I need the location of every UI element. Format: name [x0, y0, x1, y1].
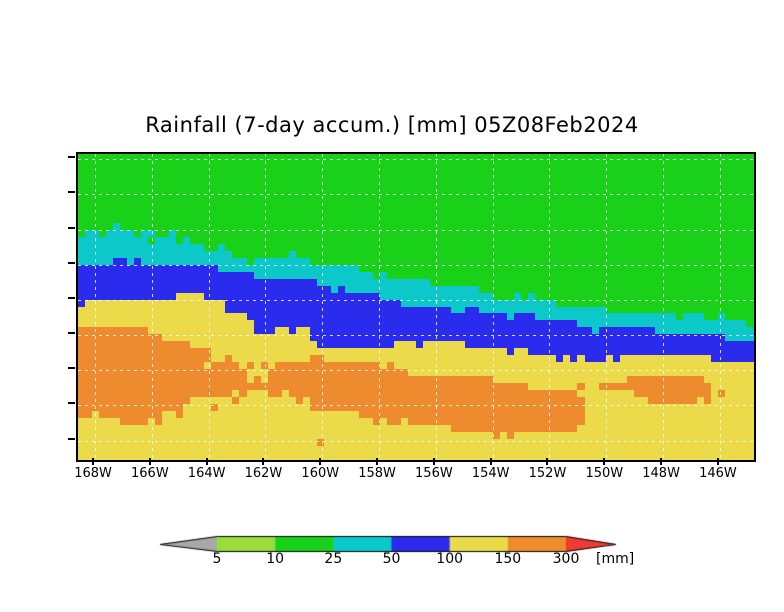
x-axis-tick — [546, 458, 549, 465]
y-axis-tick — [68, 402, 75, 405]
x-axis-label-150W: 150W — [585, 466, 624, 481]
x-axis-label-160W: 160W — [301, 466, 340, 481]
y-axis-tick — [68, 191, 75, 194]
x-axis-tick — [376, 458, 379, 465]
colorbar-tick-50: 50 — [382, 551, 401, 567]
x-axis-label-168W: 168W — [74, 466, 112, 481]
x-axis-label-164W: 164W — [187, 466, 226, 481]
x-axis-tick — [148, 458, 151, 465]
y-axis-tick — [68, 332, 75, 335]
y-axis-tick — [68, 367, 75, 370]
x-axis-label-158W: 158W — [358, 466, 396, 481]
x-axis-tick — [716, 458, 719, 465]
colorbar-tick-150: 150 — [494, 551, 522, 567]
x-axis-label-162W: 162W — [244, 466, 283, 481]
colorbar-tick-300: 300 — [552, 551, 580, 567]
x-axis-label-152W: 152W — [528, 466, 567, 481]
x-axis-tick — [603, 458, 606, 465]
rainfall-raster-map — [78, 154, 754, 460]
colorbar-tick-10: 10 — [266, 551, 285, 567]
colorbar-tick-25: 25 — [324, 551, 343, 567]
x-axis-tick — [660, 458, 663, 465]
y-axis-tick — [68, 296, 75, 299]
colorbar-unit-label: [mm] — [596, 551, 635, 567]
x-axis-label-166W: 166W — [131, 466, 169, 481]
x-axis-label-146W: 146W — [699, 466, 737, 481]
x-axis-tick — [432, 458, 435, 465]
colorbar-tick-5: 5 — [212, 551, 222, 567]
x-axis-tick — [489, 458, 492, 465]
x-axis-tick — [262, 458, 265, 465]
x-axis-label-148W: 148W — [642, 466, 680, 481]
y-axis-tick — [68, 261, 75, 264]
x-axis-label-156W: 156W — [415, 466, 453, 481]
x-axis-tick — [205, 458, 208, 465]
y-axis-tick — [68, 226, 75, 229]
y-axis-tick — [68, 156, 75, 159]
y-axis: 58S59S60S61S62S63S64S65S66S — [0, 0, 76, 612]
x-axis-label-154W: 154W — [471, 466, 510, 481]
colorbar-tick-100: 100 — [436, 551, 464, 567]
colorbar-bands — [158, 530, 624, 558]
x-axis-tick — [92, 458, 95, 465]
map-plot-area — [76, 152, 756, 462]
x-axis-tick — [319, 458, 322, 465]
page-title: Rainfall (7-day accum.) [mm] 05Z08Feb202… — [145, 113, 639, 137]
y-axis-tick — [68, 437, 75, 440]
